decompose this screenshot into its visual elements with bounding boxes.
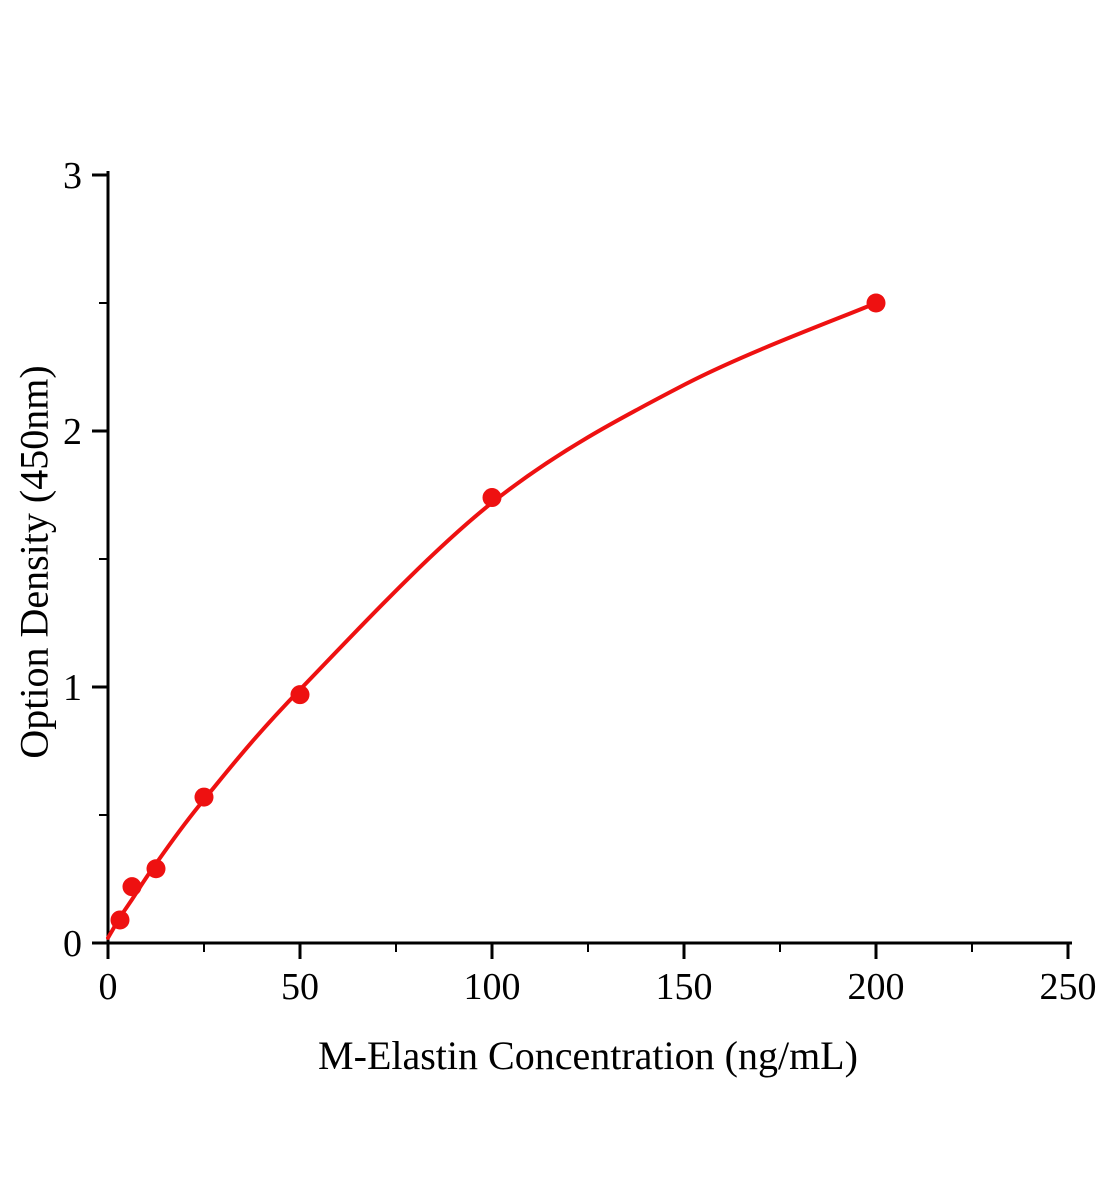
data-point bbox=[194, 787, 214, 807]
data-point bbox=[146, 859, 166, 879]
y-tick-label: 2 bbox=[63, 411, 82, 453]
y-axis-title: Option Density (450nm) bbox=[11, 365, 57, 759]
fit-curve bbox=[106, 301, 878, 940]
y-tick-label: 3 bbox=[63, 155, 82, 197]
x-tick-label: 100 bbox=[464, 966, 521, 1008]
x-axis-title: M-Elastin Concentration (ng/mL) bbox=[318, 1033, 858, 1078]
x-tick-label: 0 bbox=[99, 966, 118, 1008]
x-tick-label: 200 bbox=[848, 966, 905, 1008]
y-tick-label: 1 bbox=[63, 667, 82, 709]
data-point bbox=[110, 910, 130, 930]
x-tick-label: 150 bbox=[656, 966, 713, 1008]
x-tick-label: 50 bbox=[281, 966, 319, 1008]
data-point bbox=[866, 293, 886, 313]
data-point bbox=[482, 488, 502, 508]
data-point bbox=[122, 877, 142, 897]
x-tick-label: 250 bbox=[1040, 966, 1097, 1008]
y-tick-label: 0 bbox=[63, 923, 82, 965]
data-point bbox=[290, 685, 310, 705]
